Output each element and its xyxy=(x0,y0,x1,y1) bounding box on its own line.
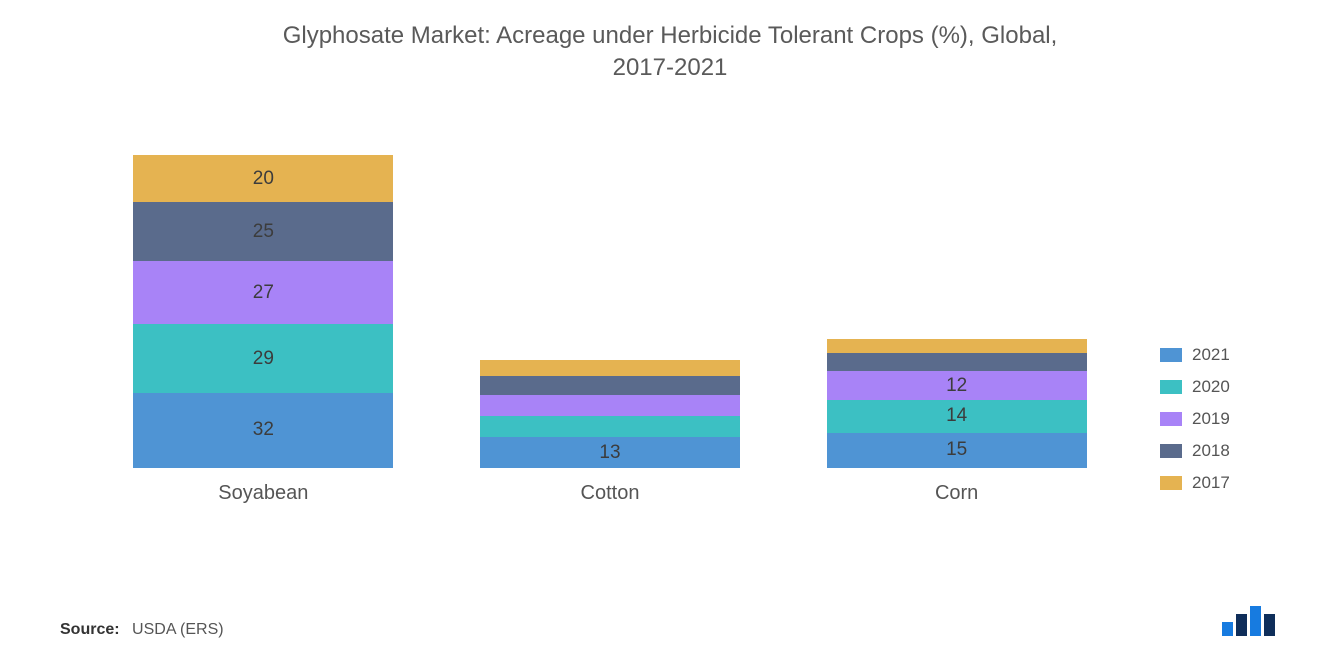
title-line-2: 2017-2021 xyxy=(613,54,728,81)
logo-icon xyxy=(1220,602,1278,638)
legend-label: 2021 xyxy=(1192,345,1230,365)
legend-item: 2018 xyxy=(1160,441,1280,461)
bar-segment xyxy=(480,416,740,437)
bar-segment: 29 xyxy=(133,324,393,392)
category-label: Cotton xyxy=(581,482,640,505)
bar-segment: 13 xyxy=(480,437,740,468)
chart-container: Glyphosate Market: Acreage under Herbici… xyxy=(0,0,1320,665)
source-value: USDA (ERS) xyxy=(132,621,224,638)
bar-segment xyxy=(827,339,1087,353)
title-line-1: Glyphosate Market: Acreage under Herbici… xyxy=(283,22,1058,49)
source-footer: Source: USDA (ERS) xyxy=(60,621,224,639)
legend-swatch xyxy=(1160,348,1182,362)
plot-area: 3229272520 Soyabean 13 Cotton 151412 Corn xyxy=(60,125,1160,505)
bar-segment: 14 xyxy=(827,400,1087,433)
bar-stack: 13 xyxy=(480,360,740,468)
legend-item: 2020 xyxy=(1160,377,1280,397)
bar-segment: 27 xyxy=(133,261,393,324)
bar-segment xyxy=(827,353,1087,372)
legend-label: 2018 xyxy=(1192,441,1230,461)
bar-segment: 25 xyxy=(133,202,393,261)
legend-item: 2019 xyxy=(1160,409,1280,429)
legend-swatch xyxy=(1160,476,1182,490)
bar-column: 13 Cotton xyxy=(480,360,740,505)
bar-segment: 15 xyxy=(827,433,1087,468)
legend: 2021 2020 2019 2018 2017 xyxy=(1160,335,1280,505)
brand-logo xyxy=(1220,602,1278,643)
bar-segment: 20 xyxy=(133,155,393,202)
category-label: Soyabean xyxy=(218,482,308,505)
legend-label: 2017 xyxy=(1192,473,1230,493)
source-label: Source: xyxy=(60,621,120,638)
bar-segment xyxy=(480,376,740,395)
legend-swatch xyxy=(1160,412,1182,426)
bar-segment: 32 xyxy=(133,393,393,468)
legend-item: 2021 xyxy=(1160,345,1280,365)
bar-column: 3229272520 Soyabean xyxy=(133,155,393,505)
legend-label: 2019 xyxy=(1192,409,1230,429)
bar-segment xyxy=(480,360,740,376)
legend-swatch xyxy=(1160,444,1182,458)
bar-stack: 151412 xyxy=(827,339,1087,468)
plot-row: 3229272520Soyabean13Cotton151412Corn 202… xyxy=(60,125,1280,505)
category-label: Corn xyxy=(935,482,978,505)
bar-column: 151412 Corn xyxy=(827,339,1087,505)
legend-label: 2020 xyxy=(1192,377,1230,397)
bar-segment xyxy=(480,395,740,416)
legend-item: 2017 xyxy=(1160,473,1280,493)
chart-title: Glyphosate Market: Acreage under Herbici… xyxy=(170,20,1170,85)
bar-segment: 12 xyxy=(827,371,1087,399)
bar-stack: 3229272520 xyxy=(133,155,393,468)
legend-swatch xyxy=(1160,380,1182,394)
